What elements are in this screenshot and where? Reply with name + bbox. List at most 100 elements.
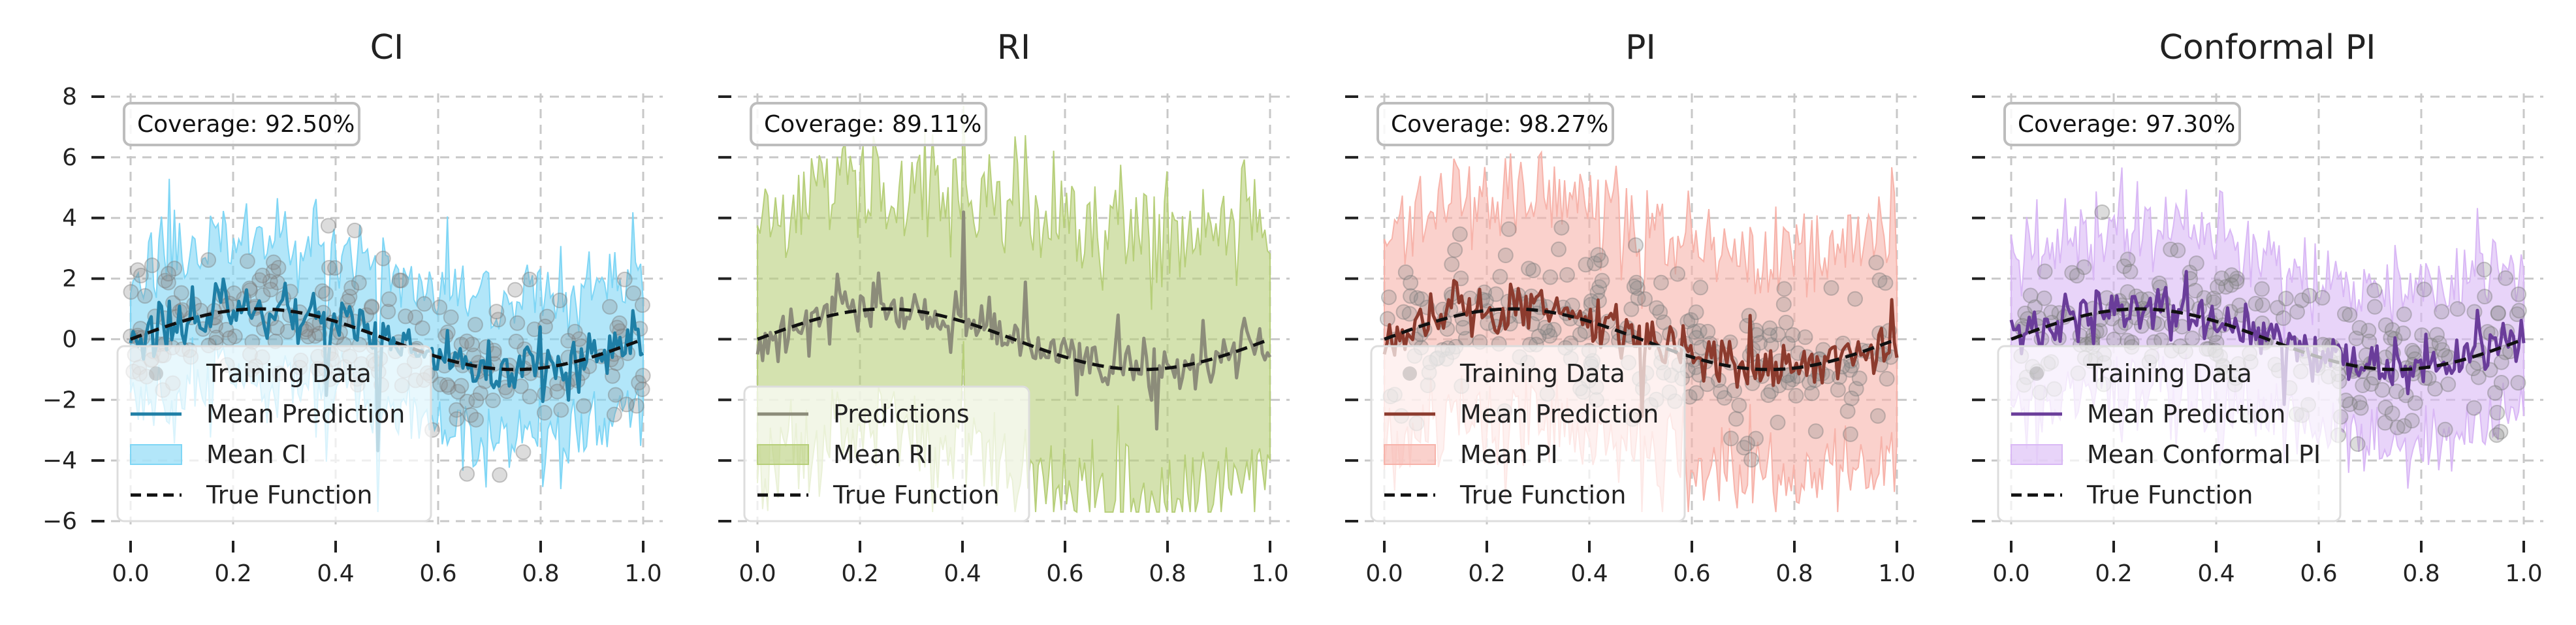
training-point <box>1693 280 1709 296</box>
training-point <box>1540 323 1556 340</box>
training-point <box>391 272 407 289</box>
legend-label: Mean CI <box>206 440 306 469</box>
panel-2: RI 0.0 0.2 0.4 0.6 0.8 1.0 Coverage: 89.11% Pred… <box>718 28 1290 587</box>
training-point <box>254 267 270 283</box>
training-point <box>1447 242 1463 258</box>
legend-label: True Function <box>206 481 372 509</box>
training-point <box>449 402 464 418</box>
x-axis: 0.0 0.2 0.4 0.6 0.8 1.0 <box>1992 541 2543 587</box>
training-point <box>1770 414 1786 430</box>
training-point <box>321 260 337 276</box>
training-point <box>1689 330 1704 346</box>
training-point <box>2361 323 2377 339</box>
training-point <box>1804 385 1820 402</box>
x-tick-label: 0.0 <box>112 560 149 587</box>
legend-frame <box>1997 345 2342 522</box>
training-point <box>2465 361 2481 376</box>
coverage-box-frame <box>1376 102 1614 146</box>
training-point <box>432 376 449 393</box>
training-point <box>167 261 183 277</box>
coverage-text: Coverage: 98.27% <box>1391 111 1608 138</box>
training-point <box>2407 395 2423 411</box>
training-point <box>2116 258 2132 274</box>
legend: Training Data Mean Prediction Mean CI True … <box>116 345 432 522</box>
training-point <box>522 271 537 287</box>
panel-title: PI <box>1625 28 1656 67</box>
training-point <box>2214 270 2230 287</box>
training-point <box>1785 327 1801 343</box>
training-point <box>464 336 480 353</box>
legend-swatch-band <box>757 444 809 465</box>
training-point <box>144 257 160 274</box>
training-point <box>318 285 334 302</box>
training-point <box>2255 297 2270 313</box>
x-tick-label: 1.0 <box>1251 560 1288 587</box>
training-point <box>133 267 149 283</box>
training-point <box>509 315 526 331</box>
legend: Training Data Mean Prediction Mean Conform… <box>1997 345 2342 522</box>
true-function-line <box>1384 307 1898 372</box>
training-point <box>342 289 358 305</box>
training-point <box>1649 300 1664 316</box>
training-point <box>441 379 457 395</box>
training-point <box>123 284 139 300</box>
training-point <box>468 392 485 408</box>
panel-title: Conformal PI <box>2159 28 2376 67</box>
training-point <box>552 293 568 308</box>
training-point <box>1670 266 1686 282</box>
x-tick-label: 0.2 <box>2095 560 2132 587</box>
training-point <box>1762 320 1778 336</box>
training-point <box>1629 274 1644 291</box>
training-point <box>1553 219 1570 236</box>
training-point <box>2493 375 2509 391</box>
training-point <box>2384 322 2400 338</box>
coverage-box: Coverage: 92.50% <box>123 102 360 146</box>
training-point <box>1637 291 1653 307</box>
legend-swatch-points <box>1403 366 1417 381</box>
training-point <box>1743 452 1760 468</box>
training-point <box>1591 279 1608 295</box>
training-point <box>218 321 234 338</box>
x-tick-label: 0.6 <box>1673 560 1710 587</box>
true-function-line <box>2011 307 2524 372</box>
panel-title: RI <box>997 28 1030 67</box>
training-point <box>2349 436 2366 452</box>
training-point <box>2184 330 2201 347</box>
training-point <box>2366 298 2383 315</box>
training-point <box>2490 305 2506 321</box>
training-point <box>1740 436 1755 452</box>
coverage-text: Coverage: 97.30% <box>2018 111 2235 138</box>
y-axis: −6 −4 −2 0 2 4 6 8 <box>42 84 104 535</box>
training-point <box>2314 289 2330 306</box>
training-point <box>2229 270 2245 287</box>
training-point <box>2384 406 2400 421</box>
training-point <box>2170 242 2186 259</box>
training-point <box>2477 289 2493 305</box>
training-point <box>2223 267 2240 283</box>
x-tick-label: 0.6 <box>419 560 456 587</box>
training-point <box>1587 255 1603 272</box>
training-point <box>1762 327 1778 344</box>
training-point <box>2466 400 2482 416</box>
training-point <box>320 217 336 234</box>
training-point <box>1700 323 1716 340</box>
training-point <box>2037 263 2053 280</box>
coverage-text: Coverage: 92.50% <box>137 111 355 138</box>
training-point <box>629 398 644 414</box>
training-point <box>1590 247 1606 263</box>
legend-swatch-points <box>2029 366 2044 381</box>
training-point <box>2361 333 2377 349</box>
training-point <box>1413 291 1429 307</box>
training-point <box>2470 369 2487 385</box>
legend-label: Mean Prediction <box>2087 400 2285 428</box>
training-point <box>416 296 432 312</box>
training-point <box>1628 237 1644 253</box>
training-point <box>488 304 505 320</box>
training-point <box>634 381 650 397</box>
training-point <box>2122 263 2139 280</box>
training-point <box>1652 304 1668 320</box>
training-point <box>2210 279 2225 295</box>
training-point <box>2076 259 2092 276</box>
training-point <box>1626 278 1642 295</box>
training-point <box>347 222 363 238</box>
